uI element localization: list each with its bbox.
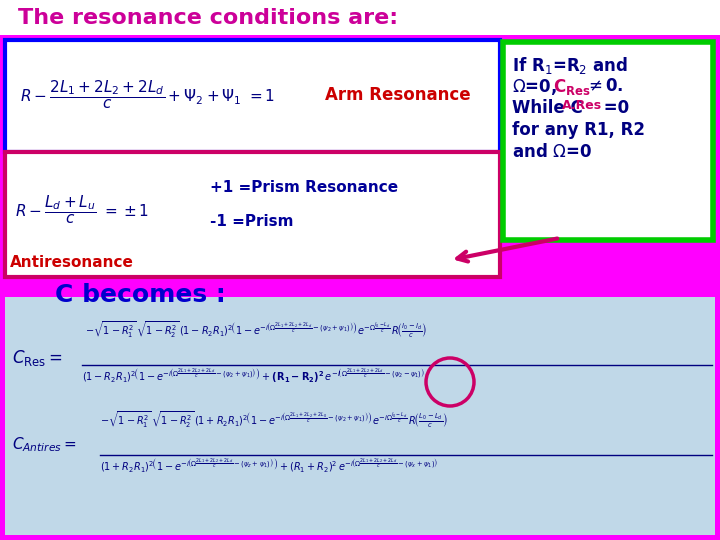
Text: and $\Omega$=0: and $\Omega$=0 [512,143,592,161]
Text: $C_{\mathit{Antires}}=$: $C_{\mathit{Antires}}=$ [12,436,77,454]
Text: $-\sqrt{1-R_1^2}\,\sqrt{1-R_2^2}\,(1-R_2R_1)^2\!\left(1-e^{-i\!\left(\Omega\frac: $-\sqrt{1-R_1^2}\,\sqrt{1-R_2^2}\,(1-R_2… [85,320,427,340]
FancyBboxPatch shape [5,40,500,152]
Text: +1 =Prism Resonance: +1 =Prism Resonance [210,180,398,195]
Text: $-\sqrt{1-R_1^2}\,\sqrt{1-R_2^2}\,(1+R_2R_1)^2\!\left(1-e^{-i\!\left(\Omega\frac: $-\sqrt{1-R_1^2}\,\sqrt{1-R_2^2}\,(1+R_2… [100,410,448,430]
Text: The resonance conditions are:: The resonance conditions are: [18,8,398,28]
Text: If R$_1$=R$_2$ and: If R$_1$=R$_2$ and [512,55,629,76]
Text: $\Omega$=0,: $\Omega$=0, [512,77,559,97]
Text: $\neq$0.: $\neq$0. [585,77,624,95]
Text: Antiresonance: Antiresonance [10,255,134,270]
Text: $R - \dfrac{2L_1+2L_2+2L_d}{c} + \Psi_2 + \Psi_1\ =1$: $R - \dfrac{2L_1+2L_2+2L_d}{c} + \Psi_2 … [20,79,275,111]
Text: While C: While C [512,99,582,117]
Text: $(1-R_2R_1)^2\!\left(1-e^{-i\!\left(\Omega\frac{2L_1+2L_2+2L_d}{c}-(\psi_2+\psi_: $(1-R_2R_1)^2\!\left(1-e^{-i\!\left(\Ome… [82,367,425,386]
FancyBboxPatch shape [503,42,713,240]
Text: Arm Resonance: Arm Resonance [325,86,471,104]
Text: for any R1, R2: for any R1, R2 [512,121,645,139]
Text: C becomes :: C becomes : [55,283,226,307]
Text: =0: =0 [598,99,629,117]
Text: $R - \dfrac{L_d+L_u}{c}\ =\pm 1$: $R - \dfrac{L_d+L_u}{c}\ =\pm 1$ [15,194,149,226]
Text: A.Res: A.Res [562,99,602,112]
Text: C$_{\mathregular{Res}}$: C$_{\mathregular{Res}}$ [553,77,590,97]
Text: -1 =Prism: -1 =Prism [210,214,294,230]
FancyBboxPatch shape [5,152,500,277]
FancyBboxPatch shape [5,297,715,535]
Text: $C_{\rm Res}=$: $C_{\rm Res}=$ [12,348,63,368]
FancyBboxPatch shape [0,0,720,35]
Text: $(1+R_2R_1)^2\!\left(1-e^{-i\!\left(\Omega\frac{2L_1+2L_2+2L_d}{c}-(\psi_z+\psi_: $(1+R_2R_1)^2\!\left(1-e^{-i\!\left(\Ome… [100,457,438,475]
